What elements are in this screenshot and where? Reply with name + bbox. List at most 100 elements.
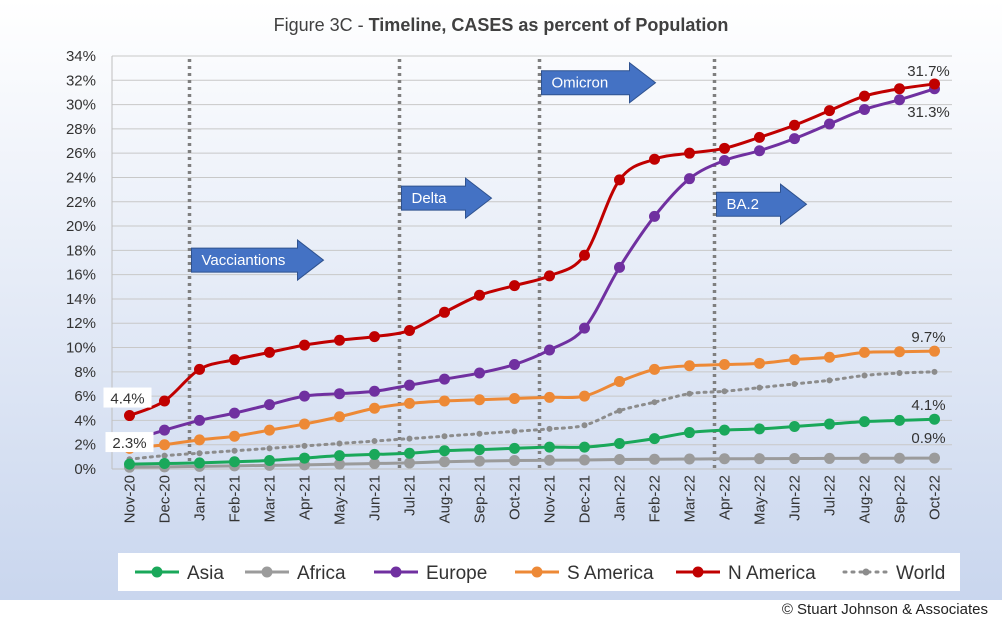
data-point	[546, 425, 553, 432]
data-point	[754, 131, 765, 143]
x-tick-label: Apr-21	[297, 475, 314, 520]
y-tick-label: 12%	[66, 315, 96, 332]
data-point	[824, 351, 835, 363]
data-point	[159, 439, 170, 451]
data-point	[616, 407, 623, 414]
data-label-bg	[105, 432, 154, 453]
data-point	[614, 261, 625, 273]
data-point	[264, 399, 275, 411]
y-tick-label: 18%	[66, 242, 96, 259]
data-point	[894, 414, 905, 426]
legend-label: Asia	[187, 563, 224, 584]
event-arrow	[191, 239, 325, 282]
data-point	[474, 455, 485, 467]
legend-label: Africa	[297, 563, 346, 584]
data-point	[754, 423, 765, 435]
data-point	[579, 454, 590, 466]
data-point	[511, 428, 518, 435]
data-point	[334, 450, 345, 462]
data-point	[719, 359, 730, 371]
data-point	[649, 453, 660, 465]
data-point	[544, 454, 555, 466]
data-point	[929, 452, 940, 464]
y-tick-label: 20%	[66, 218, 96, 235]
data-point	[404, 397, 415, 409]
legend-marker	[531, 566, 543, 578]
data-point	[369, 458, 380, 470]
data-point	[894, 94, 905, 106]
data-point	[859, 416, 870, 428]
y-tick-label: 22%	[66, 194, 96, 211]
y-tick-label: 26%	[66, 145, 96, 162]
x-tick-label: Aug-21	[437, 475, 454, 523]
data-point	[719, 453, 730, 465]
y-tick-label: 14%	[66, 291, 96, 308]
data-point	[789, 133, 800, 145]
data-point	[369, 385, 380, 397]
x-tick-label: Oct-21	[507, 475, 524, 520]
data-point	[789, 354, 800, 366]
data-label: 0.9%	[911, 430, 945, 447]
data-point	[264, 346, 275, 358]
data-point	[754, 145, 765, 157]
event-lines	[187, 59, 717, 469]
data-point	[859, 103, 870, 115]
y-tick-label: 6%	[74, 388, 96, 405]
data-point	[194, 434, 205, 446]
y-tick-label: 2%	[74, 437, 96, 454]
data-point	[649, 210, 660, 222]
x-axis-ticks: Nov-20 Dec-20 Jan-21 Feb-21 Mar-21 Apr-21 May-…	[122, 475, 944, 525]
data-point	[509, 442, 520, 454]
data-point	[894, 452, 905, 464]
x-tick-label: Feb-22	[647, 475, 664, 523]
data-point	[929, 78, 940, 90]
data-point	[861, 372, 868, 379]
data-point	[649, 153, 660, 165]
data-point	[509, 280, 520, 292]
data-point	[614, 174, 625, 186]
y-tick-label: 0%	[74, 461, 96, 478]
data-point	[826, 377, 833, 384]
data-point	[824, 105, 835, 117]
y-tick-label: 32%	[66, 72, 96, 89]
data-label: 9.7%	[911, 329, 945, 346]
data-point	[474, 394, 485, 406]
data-point	[124, 458, 135, 470]
data-point	[334, 334, 345, 346]
series-n-america	[124, 78, 940, 422]
x-tick-label: Feb-21	[227, 475, 244, 523]
y-axis-ticks: 0% 2% 4% 6% 8% 10% 12% 14% 16% 18% 20% 22% 24% 26% 28%…	[66, 48, 96, 478]
data-point	[651, 399, 658, 406]
legend-marker	[261, 566, 273, 578]
series-asia	[124, 413, 940, 470]
legend-item: World	[842, 563, 945, 584]
data-point	[684, 427, 695, 439]
data-point	[229, 456, 240, 468]
data-point	[439, 395, 450, 407]
data-point	[371, 438, 378, 445]
data-point	[719, 154, 730, 166]
data-point	[684, 360, 695, 372]
x-tick-label: Sep-21	[472, 475, 489, 523]
data-point	[404, 457, 415, 469]
data-label: 2.3%	[112, 435, 146, 452]
data-point	[474, 289, 485, 301]
data-label: 4.1%	[911, 397, 945, 414]
data-point	[404, 379, 415, 391]
x-tick-label: Oct-22	[927, 475, 944, 520]
data-point	[614, 376, 625, 388]
data-point	[824, 452, 835, 464]
data-point	[474, 367, 485, 379]
data-point	[334, 388, 345, 400]
chart-title-prefix: Figure 3C -	[274, 15, 369, 35]
event-arrow	[716, 183, 808, 226]
data-point	[159, 424, 170, 436]
data-point	[544, 391, 555, 403]
chart-svg: Figure 3C - Timeline, CASES as percent o…	[0, 0, 1002, 600]
y-tick-label: 8%	[74, 364, 96, 381]
data-point	[579, 390, 590, 402]
data-point	[894, 83, 905, 95]
data-point	[754, 357, 765, 369]
legend-item: Europe	[374, 563, 487, 584]
legend-item: Asia	[135, 563, 224, 584]
